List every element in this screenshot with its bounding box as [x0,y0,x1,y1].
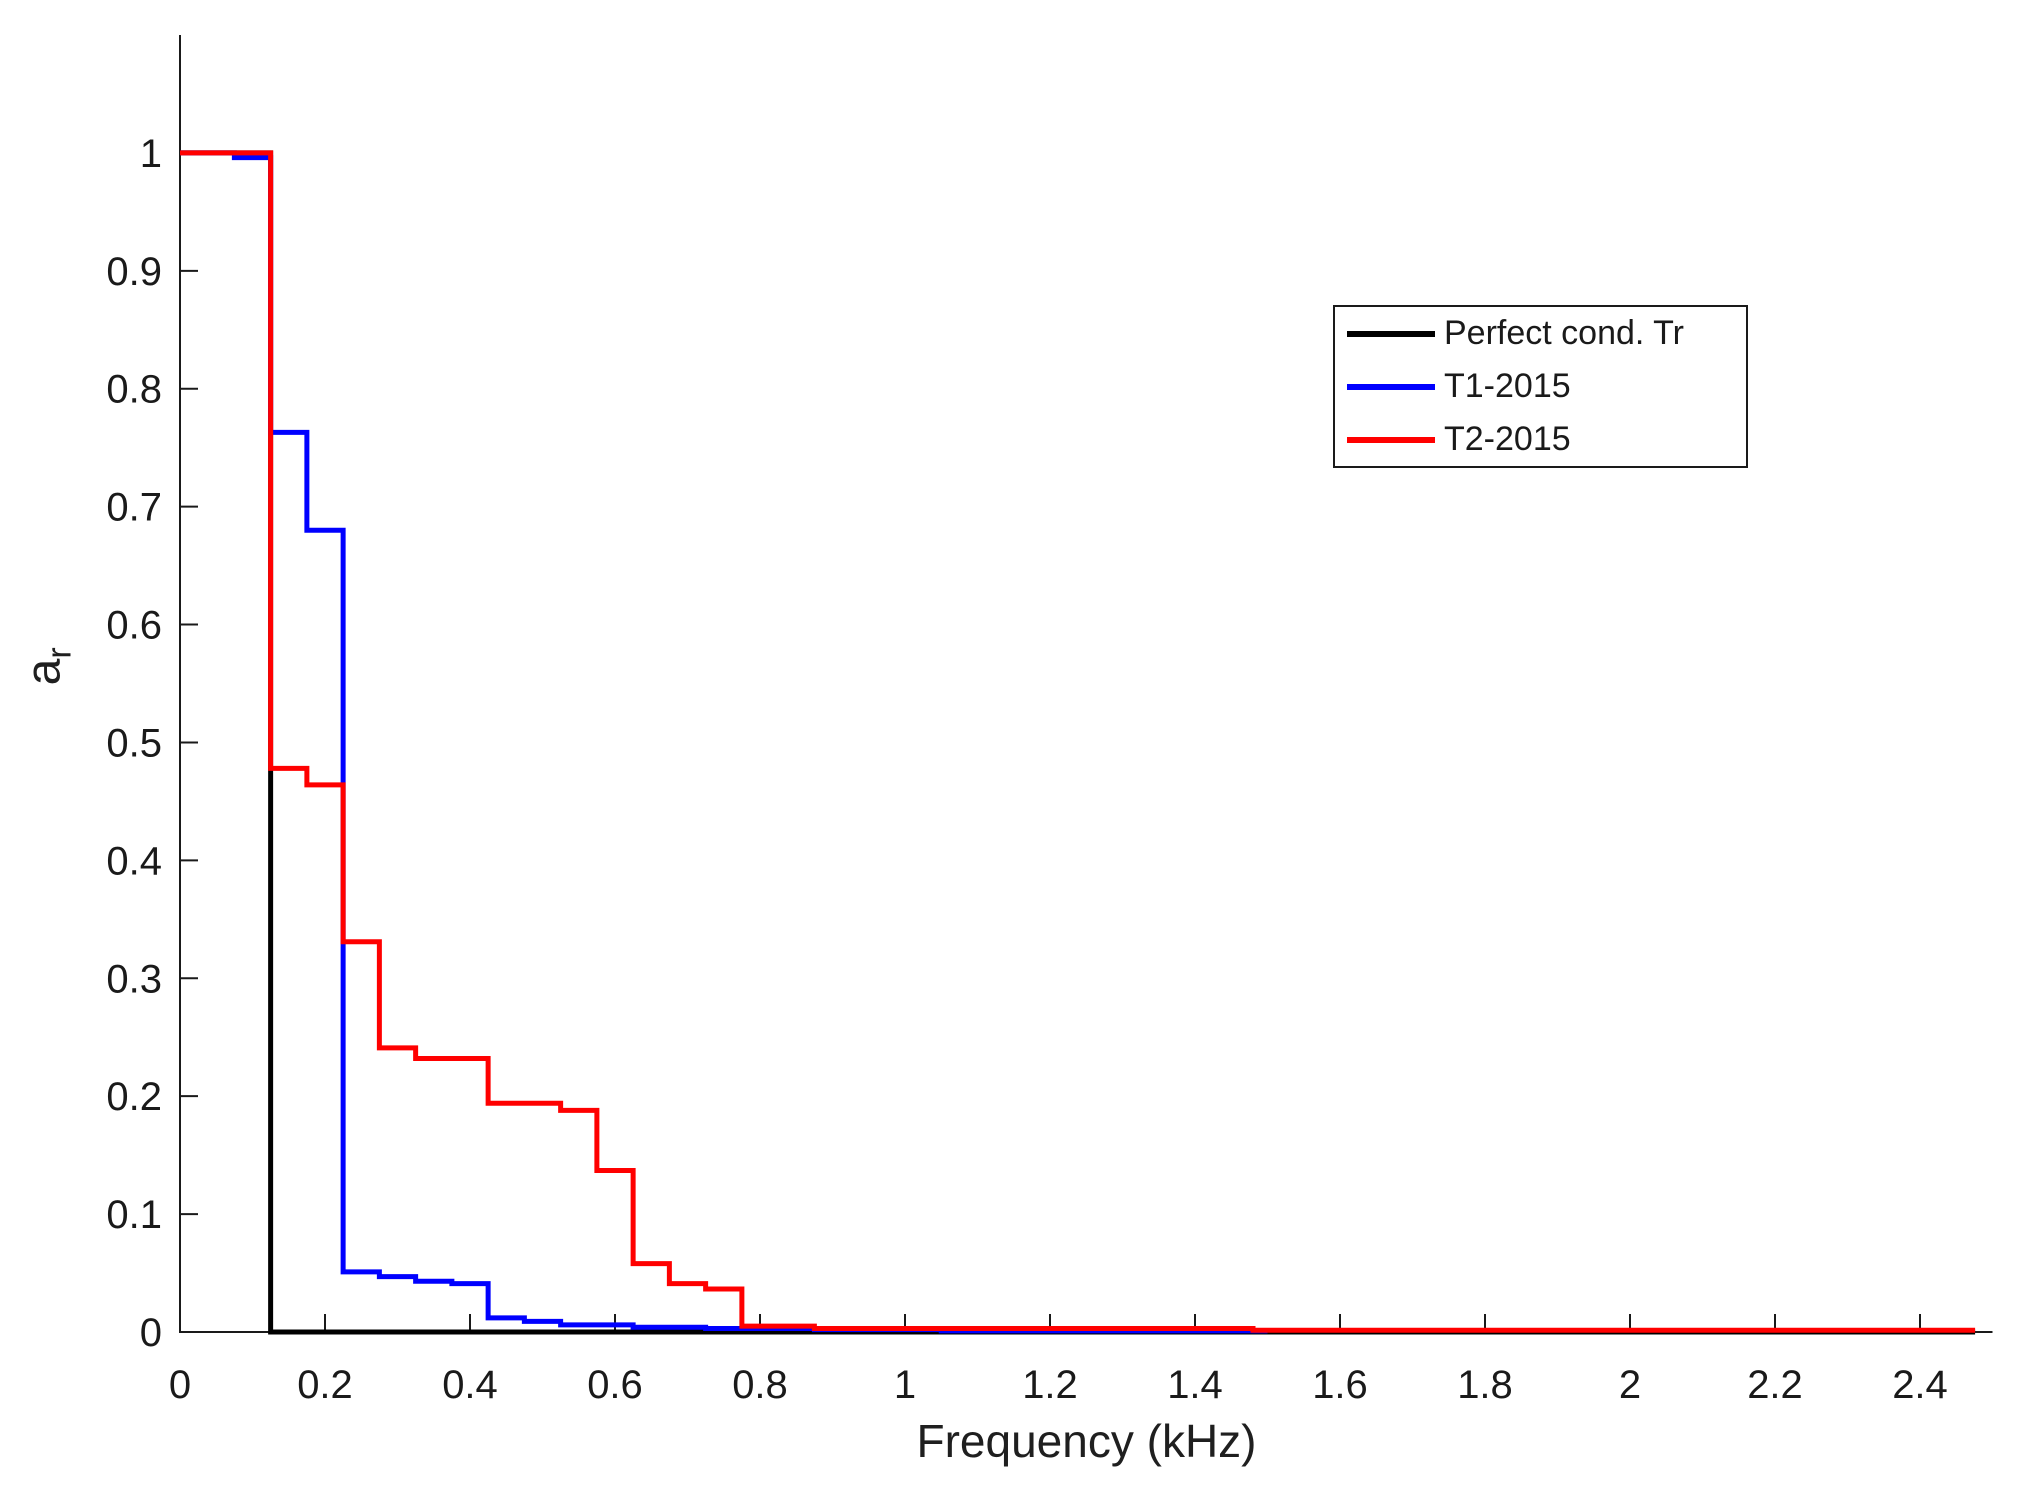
x-tick-label: 0.2 [297,1363,353,1407]
axis-spines [179,35,1993,1333]
x-tick-label: 1.2 [1022,1363,1078,1407]
y-tick-label: 0.4 [106,839,162,883]
y-tick-label: 0.6 [106,604,162,648]
y-tick-label: 0.7 [106,486,162,530]
x-tick-label: 0.8 [732,1363,788,1407]
series-t1-2015 [180,150,1268,1334]
legend-line-sample [1347,436,1435,443]
series-t2-2015 [180,150,1976,1333]
x-tick-label: 2.4 [1892,1363,1948,1407]
legend-line-sample [1347,383,1435,390]
x-tick-label: 2.2 [1747,1363,1803,1407]
legend: Perfect cond. Tr T1-2015 T2-2015 [1333,305,1748,468]
y-tick-label: 0.2 [106,1075,162,1119]
x-tick-label: 0.6 [587,1363,643,1407]
y-tick-label: 0.1 [106,1193,162,1237]
y-tick-label: 0.5 [106,721,162,765]
x-tick-label: 1 [894,1363,916,1407]
legend-label: T1-2015 [1444,367,1571,405]
x-tick-label: 0.4 [442,1363,498,1407]
y-tick-label: 0 [140,1311,162,1355]
x-tick-label: 1.4 [1167,1363,1223,1407]
y-axis-label-main: a [17,658,71,686]
legend-item: T1-2015 [1335,360,1746,413]
x-tick-label: 1.8 [1457,1363,1513,1407]
legend-line-sample [1347,330,1435,337]
x-tick-label: 2 [1619,1363,1641,1407]
x-tick-label: 1.6 [1312,1363,1368,1407]
legend-item: Perfect cond. Tr [1335,307,1746,360]
x-tick-label: 0 [169,1363,191,1407]
legend-item: T2-2015 [1335,413,1746,466]
y-tick-label: 0.8 [106,368,162,412]
y-axis-label: ar [8,0,88,1332]
x-axis-label: Frequency (kHz) [916,1415,1257,1467]
y-axis-label-sub: r [40,646,79,659]
legend-label: Perfect cond. Tr [1444,314,1684,352]
y-tick-label: 0.9 [106,250,162,294]
legend-label: T2-2015 [1444,420,1571,458]
y-tick-label: 1 [140,132,162,176]
y-tick-label: 0.3 [106,957,162,1001]
